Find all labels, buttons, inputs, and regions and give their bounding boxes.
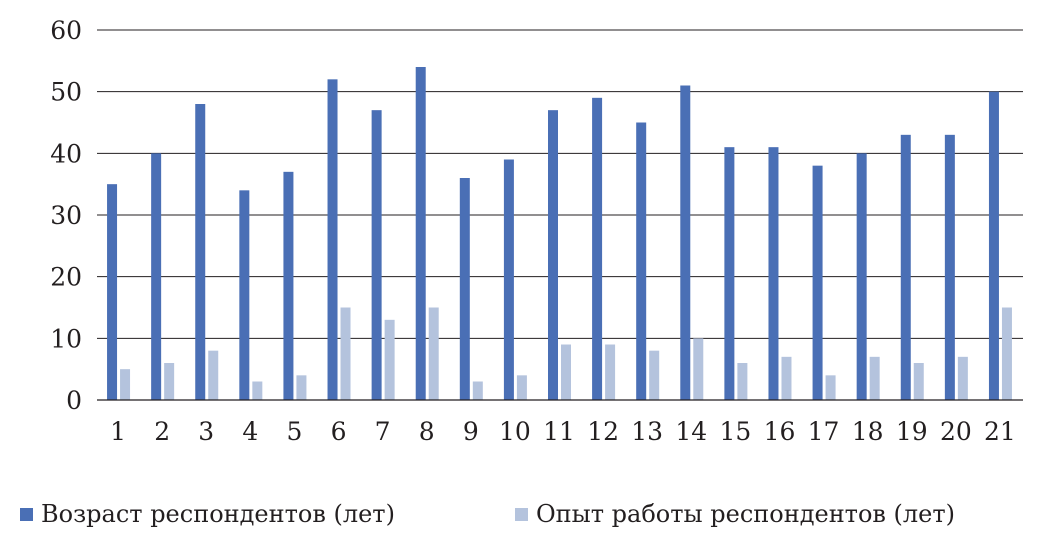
legend-label-age: Возраст респондентов (лет) [41, 500, 395, 528]
bar-experience [693, 338, 704, 400]
bar-experience [516, 375, 527, 400]
y-tick-label: 0 [66, 386, 82, 415]
y-axis-ticks: 0 10 20 30 40 50 60 [50, 16, 82, 415]
bar-age [195, 104, 206, 400]
legend-swatch-experience [515, 507, 528, 521]
bar-experience [472, 381, 483, 400]
x-tick-label: 11 [543, 417, 575, 446]
bar-age [503, 159, 514, 400]
x-tick-label: 17 [808, 417, 840, 446]
x-tick-label: 14 [675, 417, 707, 446]
legend-swatch-age [20, 507, 33, 521]
bar-age [371, 110, 382, 401]
bar-age [592, 97, 603, 400]
bar-experience [649, 350, 660, 400]
bar-age [988, 91, 999, 401]
bar-experience [781, 356, 792, 400]
x-tick-label: 8 [419, 417, 435, 446]
bar-experience [120, 369, 131, 400]
bar-age [680, 85, 691, 400]
x-axis-ticks: 1 2 3 4 5 6 7 8 9 10 11 12 13 14 15 16 17 18 19 20 21 [110, 417, 1016, 446]
legend-item-age: Возраст респондентов (лет) [20, 500, 395, 528]
x-tick-label: 4 [242, 417, 258, 446]
x-tick-label: 19 [896, 417, 928, 446]
bar-experience [869, 356, 880, 400]
bars [107, 67, 1012, 401]
x-tick-label: 18 [852, 417, 884, 446]
bar-age [812, 165, 823, 400]
legend-label-experience: Опыт работы респондентов (лет) [536, 500, 956, 528]
x-tick-label: 1 [110, 417, 126, 446]
x-tick-label: 6 [331, 417, 347, 446]
x-tick-label: 16 [764, 417, 796, 446]
bar-age [239, 190, 250, 400]
bar-age [944, 134, 955, 401]
bar-experience [164, 363, 175, 400]
bar-experience [340, 307, 351, 400]
bar-experience [825, 375, 836, 400]
x-tick-label: 13 [631, 417, 663, 446]
y-tick-label: 60 [50, 16, 82, 45]
x-tick-label: 10 [499, 417, 531, 446]
bar-age [900, 134, 911, 401]
y-tick-label: 50 [50, 78, 82, 107]
bar-experience [252, 381, 263, 400]
bar-age [415, 67, 426, 400]
x-tick-label: 5 [286, 417, 302, 446]
legend: Возраст респондентов (лет) Опыт работы р… [0, 500, 1039, 540]
bar-age [856, 153, 867, 400]
bar-age [548, 110, 558, 401]
bar-experience [428, 307, 439, 400]
y-tick-label: 10 [50, 324, 82, 353]
bar-experience [605, 344, 616, 400]
x-tick-label: 2 [154, 417, 170, 446]
bar-experience [1001, 307, 1012, 400]
x-tick-label: 12 [587, 417, 619, 446]
x-tick-label: 20 [940, 417, 972, 446]
bar-age [459, 178, 470, 400]
bar-experience [913, 363, 924, 400]
bar-age [327, 79, 338, 400]
x-tick-label: 7 [375, 417, 391, 446]
bar-experience [957, 356, 968, 400]
bar-age [283, 171, 294, 400]
bar-experience [384, 319, 395, 400]
y-tick-label: 20 [50, 263, 82, 292]
bar-age [768, 147, 779, 400]
x-tick-label: 15 [719, 417, 751, 446]
bar-experience [208, 350, 219, 400]
grid-lines [97, 29, 1023, 339]
bar-age [107, 184, 118, 400]
bar-experience [561, 344, 571, 400]
x-tick-label: 9 [463, 417, 479, 446]
bar-age [151, 153, 162, 400]
x-tick-label: 3 [198, 417, 214, 446]
bar-age [636, 122, 647, 400]
bar-age [724, 147, 735, 400]
bar-experience [737, 363, 748, 400]
bar-experience [296, 375, 307, 400]
y-tick-label: 30 [50, 201, 82, 230]
y-tick-label: 40 [50, 139, 82, 168]
x-tick-label: 21 [984, 417, 1016, 446]
legend-item-experience: Опыт работы респондентов (лет) [515, 500, 955, 528]
